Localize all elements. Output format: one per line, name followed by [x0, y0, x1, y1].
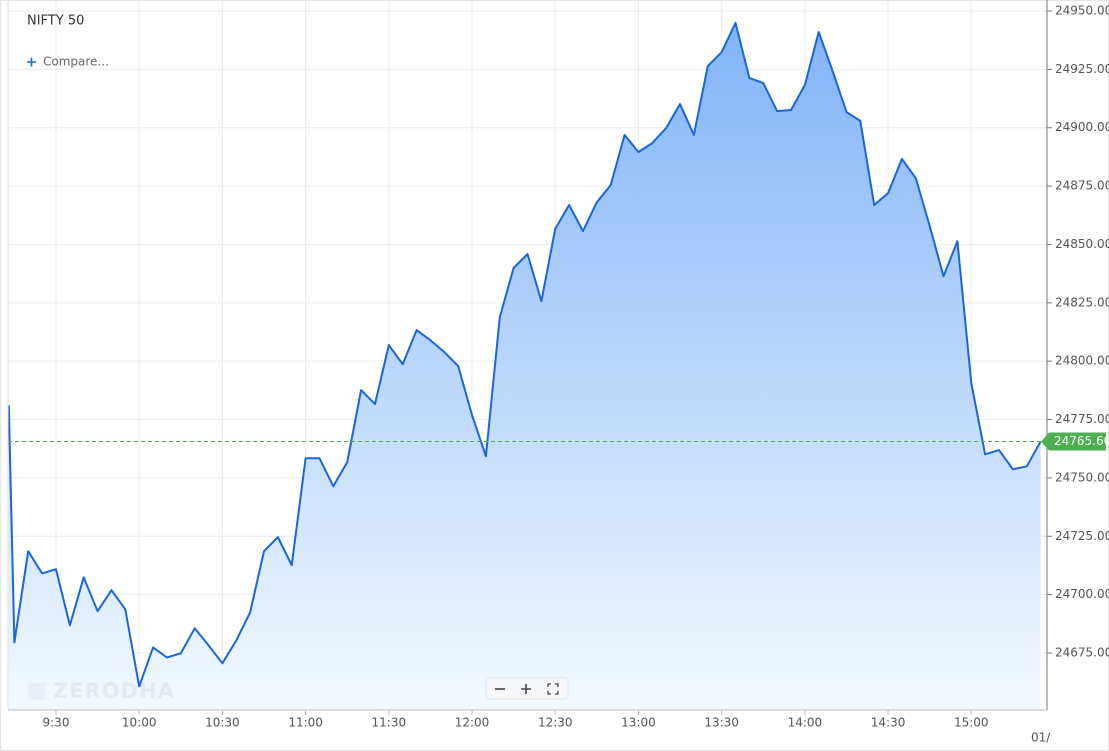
x-tick-label: 11:00 [288, 716, 323, 730]
last-price-label: 24765.60 [1054, 434, 1109, 448]
compare-icon [27, 57, 36, 67]
y-tick-label: 24750.00 [1055, 470, 1109, 484]
fullscreen[interactable] [547, 683, 559, 695]
y-tick-label: 24725.00 [1055, 529, 1109, 543]
x-tick-label: 12:30 [538, 716, 573, 730]
compare-label[interactable]: Compare... [43, 55, 109, 69]
x-tick-label: 12:00 [455, 716, 490, 730]
y-tick-label: 24950.00 [1055, 3, 1109, 17]
zoom-controls [485, 677, 569, 700]
y-tick-label: 24775.00 [1055, 412, 1109, 426]
y-tick-label: 24675.00 [1055, 646, 1109, 660]
y-tick-label: 24900.00 [1055, 120, 1109, 134]
watermark: ZERODHA [28, 679, 175, 703]
chart-title: NIFTY 50 [27, 14, 84, 29]
x-tick-label: 13:00 [621, 716, 656, 730]
date-label: 01/ [1031, 731, 1051, 745]
y-tick-label: 24850.00 [1055, 237, 1109, 251]
x-tick-label: 10:30 [205, 716, 240, 730]
x-tick-label: 14:30 [871, 716, 906, 730]
line [7, 21, 1042, 688]
x-tick-label: 10:00 [122, 716, 157, 730]
y-tick-label: 24800.00 [1055, 354, 1109, 368]
y-tick-label: 24925.00 [1055, 62, 1109, 76]
y-tick-label: 24700.00 [1055, 587, 1109, 601]
watermark-logo [28, 683, 45, 700]
watermark-text: ZERODHA [53, 679, 175, 703]
x-tick-label: 14:00 [788, 716, 823, 730]
x-tick-label: 15:00 [954, 716, 989, 730]
area [8, 22, 1041, 710]
y-tick-label: 24875.00 [1055, 179, 1109, 193]
x-tick-label: 13:30 [704, 716, 739, 730]
axes: 24675.00 24700.00 24725.00 24750.00 24775.00… [43, 3, 1109, 729]
last-price-tag [1041, 432, 1106, 451]
y-tick-label: 24825.00 [1055, 295, 1109, 309]
x-tick-label: 11:30 [372, 716, 407, 730]
zoom-in[interactable] [521, 684, 531, 694]
compare-button[interactable]: Compare... [27, 55, 109, 69]
x-tick-label: 9:30 [43, 716, 70, 730]
plot [7, 21, 1047, 710]
